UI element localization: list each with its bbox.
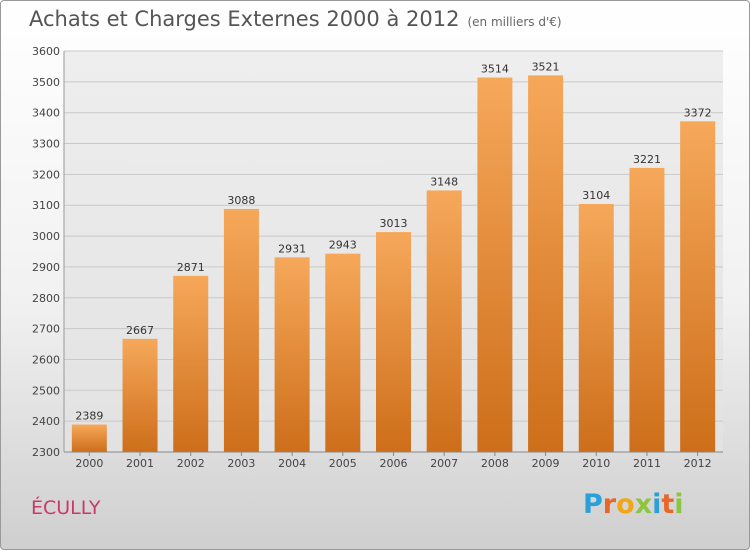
bar-2010 [578, 203, 614, 452]
y-tick-label: 3200 [32, 168, 60, 181]
bar-value-label: 3514 [481, 63, 509, 76]
y-tick-label: 3600 [32, 45, 60, 58]
logo-letter: o [616, 489, 635, 520]
bar-value-label: 3148 [430, 175, 458, 188]
x-tick-label: 2006 [380, 457, 408, 470]
bar-value-label: 2931 [278, 242, 306, 255]
logo-letter: r [602, 489, 617, 520]
bar-value-label: 2871 [177, 261, 205, 274]
bar-value-label: 3088 [227, 194, 255, 207]
logo-letter: i [652, 489, 662, 520]
x-tick-label: 2000 [75, 457, 103, 470]
x-tick-label: 2001 [126, 457, 154, 470]
bar-2009 [528, 75, 564, 452]
bar-2008 [477, 77, 513, 452]
bar-value-label: 3372 [684, 106, 712, 119]
x-tick-label: 2009 [532, 457, 560, 470]
proxiti-logo: Proxiti [583, 489, 684, 520]
bar-value-label: 3521 [532, 60, 560, 73]
y-tick-label: 2500 [32, 384, 60, 397]
logo-letter: t [661, 489, 675, 520]
chart-title-text: Achats et Charges Externes 2000 à 2012 [29, 7, 460, 31]
x-axis: 2000 2001 2002 2003 2004 2005 2006 2007 2008 2009… [64, 451, 723, 470]
logo-letter: i [674, 489, 684, 520]
y-tick-label: 2900 [32, 261, 60, 274]
bar-2005 [325, 253, 361, 452]
y-tick-label: 2800 [32, 292, 60, 305]
y-tick-label: 3100 [32, 199, 60, 212]
bar-value-label: 2943 [329, 239, 357, 252]
bar-value-label: 3221 [633, 153, 661, 166]
bar-2006 [376, 232, 411, 452]
bar-value-label: 2389 [75, 410, 103, 423]
y-tick-label: 2300 [32, 446, 60, 459]
x-tick-label: 2007 [430, 457, 458, 470]
commune-name: ÉCULLY [31, 497, 101, 519]
y-tick-label: 2400 [32, 415, 60, 428]
bar-2003 [223, 208, 259, 452]
bar-2011 [629, 167, 665, 452]
x-tick-label: 2005 [329, 457, 357, 470]
bar-2001 [122, 338, 158, 452]
y-tick-label: 3500 [32, 76, 60, 89]
y-tick-label: 2700 [32, 323, 60, 336]
y-tick-label: 3400 [32, 107, 60, 120]
bar-value-label: 2667 [126, 324, 154, 337]
bar-2002 [173, 275, 209, 452]
bar-2000 [71, 424, 107, 452]
bar-value-label: 3104 [582, 189, 610, 202]
x-tick-label: 2004 [278, 457, 306, 470]
y-tick-label: 2600 [32, 353, 60, 366]
y-tick-label: 3300 [32, 138, 60, 151]
x-tick-label: 2010 [582, 457, 610, 470]
x-tick-label: 2003 [227, 457, 255, 470]
x-tick-label: 2002 [177, 457, 205, 470]
bar-2004 [274, 257, 310, 452]
y-axis: 2300 2400 2500 2600 2700 2800 2900 3000 3100 3200… [32, 45, 65, 459]
chart-subtitle: (en milliers d'€) [467, 15, 562, 29]
bar-value-label: 3013 [380, 217, 408, 230]
logo-letter: P [583, 489, 603, 520]
y-tick-label: 3000 [32, 230, 60, 243]
bar-2007 [426, 190, 462, 452]
chart-title: Achats et Charges Externes 2000 à 2012 (e… [29, 7, 562, 31]
bars: 2389 2667 2871 3088 2931 2943 3013 3148 3514 3521… [71, 60, 716, 453]
x-tick-label: 2012 [684, 457, 712, 470]
bar-2012 [680, 121, 716, 453]
x-tick-label: 2011 [633, 457, 661, 470]
logo-letter: x [634, 489, 653, 520]
x-tick-label: 2008 [481, 457, 509, 470]
